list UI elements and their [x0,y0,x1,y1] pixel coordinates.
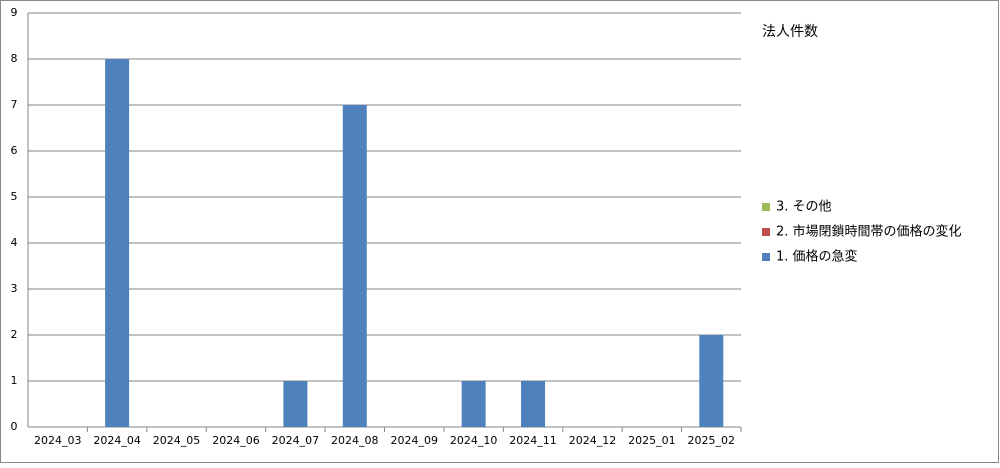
y-tick-label: 3 [11,282,18,295]
y-tick-label: 9 [11,6,18,19]
y-tick-label: 2 [11,328,18,341]
y-tick-label: 5 [11,190,18,203]
y-tick-label: 6 [11,144,18,157]
x-tick-label: 2025_01 [628,434,676,447]
x-tick-label: 2024_05 [153,434,201,447]
legend-swatch [762,228,770,236]
bar [105,59,130,427]
x-tick-label: 2025_02 [688,434,736,447]
x-tick-label: 2024_03 [34,434,82,447]
x-tick-label: 2024_12 [569,434,617,447]
x-tick-label: 2024_06 [212,434,260,447]
x-tick-label: 2024_04 [93,434,141,447]
legend-label: 1. 価格の急変 [776,249,858,265]
chart-title: 法人件数 [762,24,818,40]
y-tick-label: 4 [11,236,18,249]
bar [699,335,724,427]
legend-label: 3. その他 [776,200,832,215]
bar [342,105,367,427]
x-tick-label: 2024_11 [509,434,557,447]
bar [283,381,308,427]
legend-label: 2. 市場閉鎖時間帯の価格の変化 [776,224,962,240]
x-tick-label: 2024_09 [390,434,438,447]
y-tick-label: 0 [11,420,18,433]
bar [461,381,486,427]
x-tick-label: 2024_08 [331,434,379,447]
x-tick-label: 2024_10 [450,434,498,447]
y-tick-label: 1 [11,374,18,387]
legend-swatch [762,253,770,261]
legend-swatch [762,203,770,211]
bar [521,381,546,427]
legend: 1. 価格の急変 2. 市場閉鎖時間帯の価格の変化 3. その他 [762,200,962,265]
x-tick-label: 2024_07 [272,434,320,447]
y-tick-label: 7 [11,98,18,111]
y-tick-label: 8 [11,52,18,65]
